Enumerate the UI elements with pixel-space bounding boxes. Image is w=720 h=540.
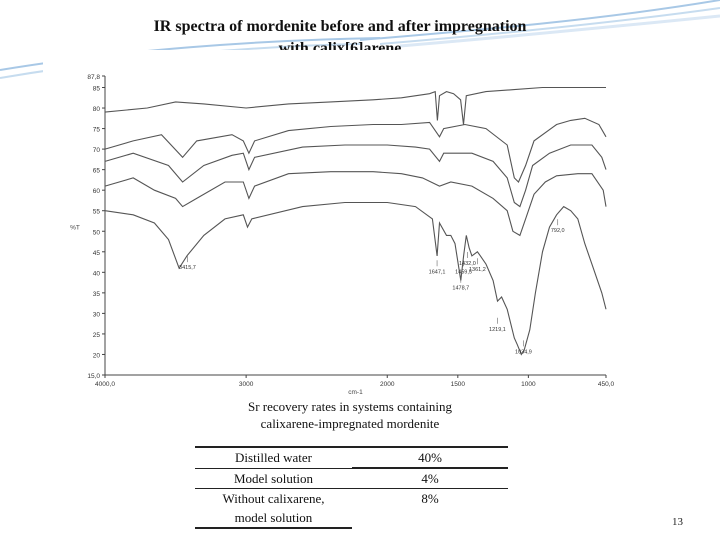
y-tick-label: 30 xyxy=(93,311,101,318)
table-caption-line2: calixarene-impregnated mordenite xyxy=(260,416,440,431)
row-label: Model solution xyxy=(195,467,352,489)
y-tick-label: 80 xyxy=(93,106,101,113)
table-row: Model solution 4% xyxy=(195,467,508,489)
x-tick-label: 1500 xyxy=(451,381,466,388)
slide-title-line1: IR spectra of mordenite before and after… xyxy=(153,18,527,35)
peak-label: 3415,7 xyxy=(179,265,196,271)
y-tick-label: 40 xyxy=(93,270,101,277)
peak-label: 1478,7 xyxy=(452,286,469,292)
row-value: 8% xyxy=(421,491,439,506)
row-label: Without calixarene, model solution xyxy=(195,488,352,529)
peak-label: 1361,2 xyxy=(469,267,486,273)
peak-label: 1432,0 xyxy=(459,261,476,267)
ir-spectra-chart: 15,0 20 25 30 35 40 45 50 55 60 65 70 75 80 85 87,8 4000… xyxy=(70,74,615,396)
y-tick-label: 15,0 xyxy=(87,373,100,380)
peak-label: 792,0 xyxy=(551,228,565,234)
peak-label: 1219,1 xyxy=(489,327,506,333)
recovery-rates-table: Distilled water 40% Model solution 4% Wi… xyxy=(195,446,508,529)
y-tick-label: 35 xyxy=(93,291,101,298)
spectrum-line xyxy=(104,171,607,237)
table-caption: Sr recovery rates in systems containing … xyxy=(210,398,490,432)
peak-label: 1459,5 xyxy=(455,269,472,275)
row-label: Distilled water xyxy=(195,446,352,468)
y-tick-label: 75 xyxy=(93,127,101,134)
y-tick-label: 55 xyxy=(93,209,101,216)
y-axis-label: %T xyxy=(70,225,80,232)
x-tick-label: 4000,0 xyxy=(95,381,115,388)
spectrum-line xyxy=(104,144,607,208)
table-row: Without calixarene, model solution 8% xyxy=(195,488,508,529)
y-tick-label: 87,8 xyxy=(87,74,100,81)
y-tick-label: 65 xyxy=(93,168,101,175)
spectrum-line xyxy=(104,201,607,356)
spectrum-line xyxy=(104,86,606,125)
y-tick-label: 85 xyxy=(93,86,101,93)
y-tick-label: 50 xyxy=(93,229,101,236)
x-tick-label: 450,0 xyxy=(598,381,615,388)
table-caption-line1: Sr recovery rates in systems containing xyxy=(248,399,452,414)
x-axis-label: cm-1 xyxy=(348,389,363,395)
y-tick-label: 70 xyxy=(93,147,101,154)
y-tick-label: 45 xyxy=(93,250,101,257)
table-row: Distilled water 40% xyxy=(195,446,508,469)
peak-label: 1034,9 xyxy=(515,349,532,355)
row-value: 4% xyxy=(352,468,508,489)
y-tick-label: 25 xyxy=(93,332,101,339)
ir-spectra-plot: 15,0 20 25 30 35 40 45 50 55 60 65 70 75 80 85 87,8 4000… xyxy=(43,50,620,396)
y-tick-label: 20 xyxy=(93,352,101,359)
x-tick-label: 1000 xyxy=(521,381,536,388)
spectrum-line xyxy=(104,117,607,183)
y-tick-label: 60 xyxy=(93,188,101,195)
x-tick-label: 3000 xyxy=(239,381,254,388)
page-number: 13 xyxy=(672,516,683,528)
row-value: 40% xyxy=(352,446,508,469)
peak-label: 1647,1 xyxy=(429,269,446,275)
x-tick-label: 2000 xyxy=(380,381,395,388)
